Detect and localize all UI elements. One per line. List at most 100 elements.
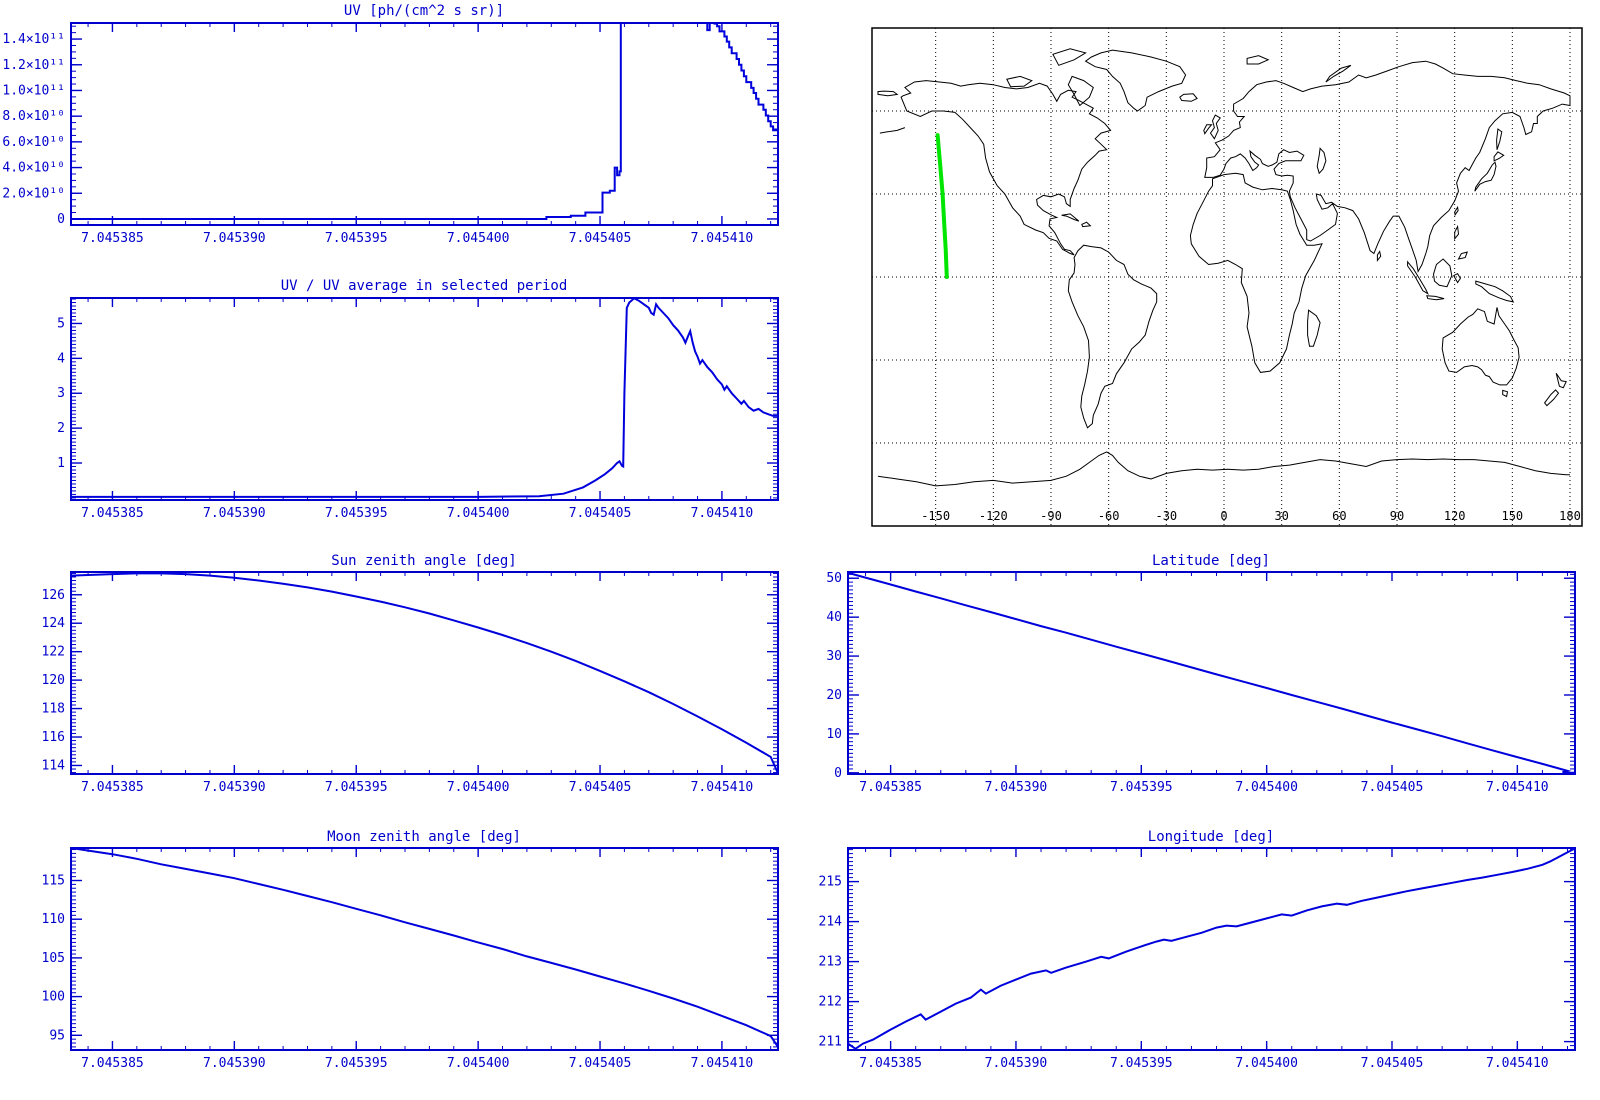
coastline (1454, 205, 1459, 217)
coastline (1502, 389, 1509, 398)
uv-plot: 7.045385 7.045390 7.045395 7.045400 7.045405… (2, 22, 779, 246)
moon-data-curve (71, 848, 778, 1048)
y-tick-label: 1.2×10¹¹ (2, 58, 65, 73)
y-tick-label: 118 (42, 702, 65, 717)
y-tick-label: 213 (819, 955, 842, 970)
coastline (1307, 309, 1321, 347)
coastline (1081, 221, 1092, 228)
coastline (1052, 48, 1087, 66)
latitude-plot-title: Latitude [deg] (1152, 553, 1270, 569)
x-tick-label: 7.045405 (569, 780, 632, 795)
map-lon-label: 180 (1559, 509, 1581, 523)
y-tick-label: 6.0×10¹⁰ (2, 135, 65, 150)
y-tick-label: 211 (819, 1035, 842, 1050)
ratio-frame (70, 297, 779, 501)
x-tick-label: 7.045395 (325, 506, 388, 521)
x-tick-label: 7.045395 (325, 231, 388, 246)
lat-plot: 7.045385 7.045390 7.045395 7.045400 7.045405… (826, 571, 1576, 795)
coastline (1246, 55, 1270, 65)
lon-plot: 7.045385 7.045390 7.045395 7.045400 7.045405… (819, 847, 1576, 1071)
y-tick-label: 95 (49, 1028, 65, 1043)
coastline (1179, 93, 1198, 102)
coastline (1084, 49, 1187, 112)
y-tick-label: 1 (57, 456, 65, 471)
coastline (1441, 307, 1520, 386)
y-tick-label: 114 (42, 758, 66, 773)
x-tick-label: 7.045405 (1361, 780, 1424, 795)
x-tick-label: 7.045390 (985, 1056, 1048, 1071)
y-tick-label: 1.0×10¹¹ (2, 83, 65, 98)
moon-zenith-plot-title: Moon zenith angle [deg] (327, 829, 521, 845)
x-tick-label: 7.045385 (81, 780, 144, 795)
x-tick-label: 7.045385 (859, 1056, 922, 1071)
lon-data-curve (848, 848, 1575, 1050)
x-tick-label: 7.045395 (325, 780, 388, 795)
x-tick-label: 7.045385 (81, 1056, 144, 1071)
x-tick-label: 7.045410 (691, 231, 754, 246)
y-tick-label: 1.4×10¹¹ (2, 32, 65, 47)
x-tick-label: 7.045400 (1235, 1056, 1298, 1071)
sun-zenith-plot-title: Sun zenith angle [deg] (331, 553, 516, 569)
x-tick-label: 7.045395 (1110, 1056, 1173, 1071)
uv-plot-title: UV [ph/(cm^2 s sr)] (344, 3, 504, 19)
coastline (877, 451, 1570, 487)
x-tick-label: 7.045390 (203, 1056, 266, 1071)
coastline (1325, 64, 1352, 83)
coastline (1543, 389, 1560, 407)
y-tick-label: 215 (819, 875, 842, 890)
map-lon-label: 60 (1332, 509, 1346, 523)
y-tick-label: 20 (826, 688, 842, 703)
sun-plot: 7.045385 7.045390 7.045395 7.045400 7.045405… (42, 571, 779, 795)
map-lon-label: 0 (1220, 509, 1227, 523)
x-tick-label: 7.045405 (569, 506, 632, 521)
x-tick-label: 7.045400 (447, 231, 510, 246)
y-tick-label: 126 (42, 588, 65, 603)
x-tick-label: 7.045395 (325, 1056, 388, 1071)
map-lon-label: -150 (921, 509, 950, 523)
world-map: -150 -120 -90 -60 -30 0 30 60 90 120 150 180 (871, 27, 1583, 527)
coastline (1493, 151, 1505, 162)
x-tick-label: 7.045385 (81, 506, 144, 521)
coastline (1453, 273, 1461, 284)
coastline (1457, 251, 1468, 260)
coastline (1555, 373, 1567, 389)
coastline (900, 80, 1112, 256)
y-tick-label: 40 (826, 610, 842, 625)
y-tick-label: 115 (42, 874, 65, 889)
coastline (1316, 147, 1327, 175)
x-tick-label: 7.045405 (1361, 1056, 1424, 1071)
coastline (1407, 260, 1429, 295)
x-tick-label: 7.045400 (447, 780, 510, 795)
ratio-plot: 7.045385 7.045390 7.045395 7.045400 7.045405… (57, 297, 779, 521)
coastline (1474, 161, 1497, 192)
x-tick-label: 7.045405 (569, 231, 632, 246)
x-tick-label: 7.045410 (1486, 1056, 1549, 1071)
coastline (1067, 75, 1094, 107)
y-tick-label: 8.0×10¹⁰ (2, 109, 65, 124)
uv-ratio-plot-title: UV / UV average in selected period (281, 278, 568, 294)
sun-data-curve (71, 572, 778, 774)
plot-panels: 7.045385 7.045390 7.045395 7.045400 7.045405… (2, 22, 1583, 1071)
x-tick-label: 7.045400 (447, 1056, 510, 1071)
x-tick-label: 7.045395 (1110, 780, 1173, 795)
y-tick-label: 0 (834, 766, 842, 781)
y-tick-label: 4.0×10¹⁰ (2, 161, 65, 176)
coastline (1496, 128, 1503, 150)
satellite-ground-track (935, 133, 949, 279)
y-tick-label: 110 (42, 912, 65, 927)
coastline (1189, 172, 1323, 373)
x-tick-label: 7.045390 (985, 780, 1048, 795)
y-tick-label: 2.0×10¹⁰ (2, 186, 65, 201)
uv-frame (70, 22, 779, 226)
map-lon-label: 90 (1390, 509, 1404, 523)
y-tick-label: 10 (826, 727, 842, 742)
coastline (1209, 114, 1221, 140)
ratio-data-curve (71, 298, 778, 498)
x-tick-label: 7.045410 (1486, 780, 1549, 795)
lon-frame (847, 847, 1576, 1051)
x-tick-label: 7.045410 (691, 1056, 754, 1071)
coastline (1061, 213, 1080, 222)
coastline (1067, 244, 1158, 429)
x-tick-label: 7.045385 (81, 231, 144, 246)
